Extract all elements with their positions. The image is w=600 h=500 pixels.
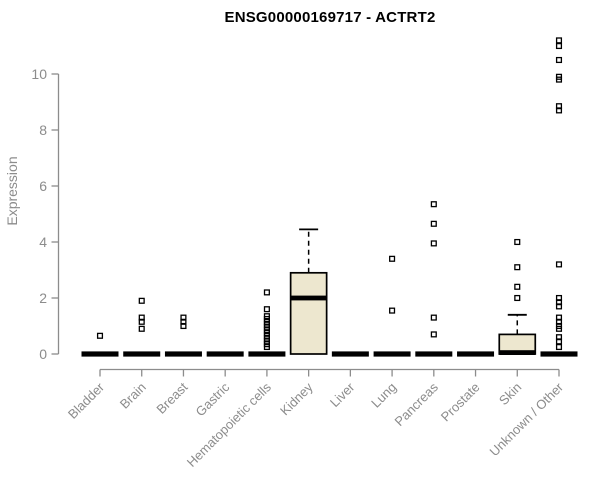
x-tick-label: Kidney [277,379,316,418]
outlier-point [430,240,437,247]
y-tick-label: 0 [39,346,47,362]
median-line [499,350,536,355]
collapsed-box [164,351,202,357]
outlier-point [555,343,563,351]
x-tick-label: Prostate [438,380,483,425]
collapsed-box [248,351,286,357]
x-tick-label: Skin [496,380,524,408]
outlier-point [514,294,521,302]
outlier-point [263,343,270,351]
outlier-point [138,318,145,325]
outlier-point [555,42,563,50]
y-tick-label: 8 [39,122,47,138]
outlier-point [389,307,396,314]
y-tick-label: 6 [39,178,47,194]
outlier-point [263,289,270,296]
x-tick-label: Pancreas [391,379,441,429]
outlier-point [514,238,521,246]
x-tick-label: Liver [327,379,358,410]
outlier-point [430,201,437,208]
outlier-point [555,76,563,83]
x-tick-label: Bladder [65,379,108,422]
outlier-point [263,306,270,313]
collapsed-box [540,351,578,357]
y-tick-label: 10 [31,66,47,82]
collapsed-box [415,351,453,357]
outlier-point [514,264,521,271]
x-tick-label: Lung [368,380,399,411]
collapsed-box [206,351,244,357]
y-tick-label: 2 [39,290,47,306]
outlier-point [430,331,437,338]
collapsed-box [81,351,119,357]
outlier-point [555,303,563,310]
x-tick-label: Brain [117,380,149,412]
outlier-point [555,56,563,64]
outlier-point [180,322,187,330]
outlier-point [555,37,563,44]
collapsed-box [331,351,369,357]
collapsed-box [373,351,411,357]
x-tick-label: Unknown / Other [487,379,567,459]
outlier-point [138,325,145,332]
box-iqr [289,271,328,355]
outlier-point [555,325,563,332]
outlier-point [555,107,563,114]
x-tick-label: Gastric [193,379,233,419]
x-tick-label: Breast [153,379,190,416]
outlier-point [138,297,145,304]
outlier-point [96,332,104,339]
outlier-point [514,283,521,290]
chart-title: ENSG00000169717 - ACTRT2 [224,9,436,26]
outlier-point [389,255,396,262]
outlier-point [430,314,437,321]
outlier-point [430,220,437,227]
outlier-point [555,338,563,345]
median-line [290,295,327,301]
collapsed-box [457,351,495,357]
outlier-point [555,261,563,268]
collapsed-box [123,351,161,357]
y-tick-label: 4 [39,234,47,250]
